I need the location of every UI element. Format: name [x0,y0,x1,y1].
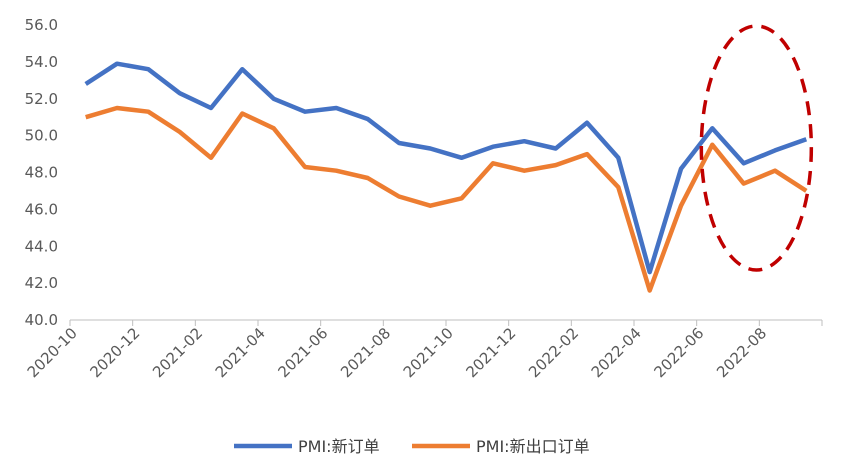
y-tick-label: 44.0 [25,237,58,255]
y-tick-label: 52.0 [25,90,58,108]
series-line-new-orders [84,61,808,275]
x-tick-label: 2021-12 [462,324,519,381]
y-tick-label: 54.0 [25,53,58,71]
x-axis: 2020-10 2020-12 2021-02 2021-04 2021-06 2021-… [24,319,823,381]
series-line-new-export-orders [85,105,808,293]
highlight-annotation [699,24,814,272]
x-tick-label: 2021-06 [274,324,331,381]
x-tick-label: 2022-04 [588,324,645,381]
x-tick-label: 2021-04 [212,324,269,381]
y-tick-label: 42.0 [25,274,58,292]
x-tick-label: 2021-02 [149,324,206,381]
y-tick-label: 46.0 [25,200,58,218]
x-tick-label: 2020-12 [86,324,143,381]
highlight-dashed-ellipse [699,24,814,272]
x-tick-label: 2020-10 [24,324,81,381]
y-tick-label: 50.0 [25,127,58,145]
x-tick-label: 2021-10 [400,324,457,381]
y-tick-label: 56.0 [25,16,58,34]
x-tick-label: 2022-08 [713,324,770,381]
legend-label: PMI:新出口订单 [476,437,590,456]
y-axis: 40.0 42.0 44.0 46.0 48.0 50.0 52.0 54.0 56.0 [25,16,58,329]
x-tick-label: 2021-08 [337,324,394,381]
x-tick-label: 2022-06 [650,324,707,381]
y-tick-label: 40.0 [25,311,58,329]
legend-label: PMI:新订单 [298,437,380,456]
legend: PMI:新订单 PMI:新出口订单 [234,437,590,456]
y-tick-label: 48.0 [25,164,58,182]
x-tick-label: 2022-02 [525,324,582,381]
series-lines [84,61,808,293]
